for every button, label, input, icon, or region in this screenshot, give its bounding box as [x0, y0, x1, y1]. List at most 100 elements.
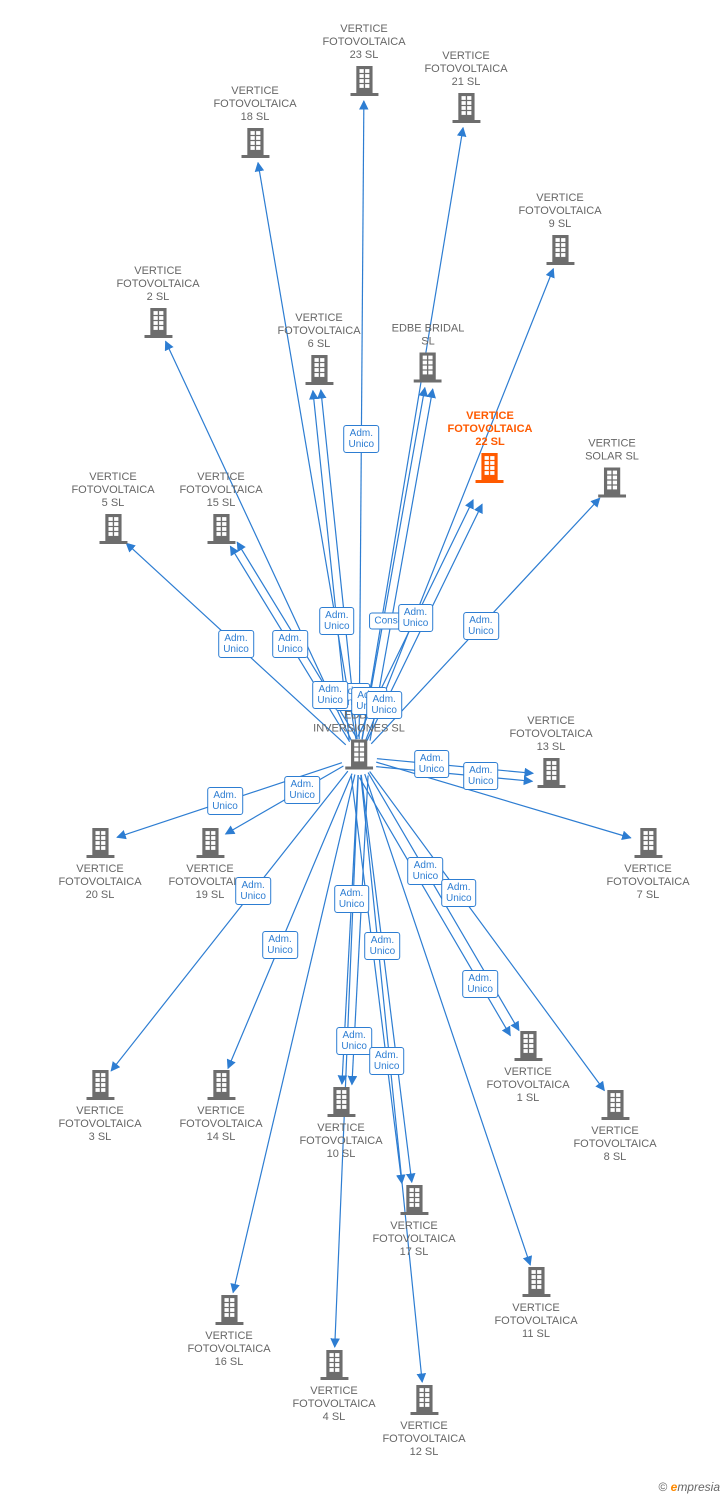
node-label: VERTICEFOTOVOLTAICA15 SL [179, 471, 262, 510]
edge-label: Adm.Unico [284, 776, 320, 804]
edge-label: Adm.Unico [441, 879, 477, 907]
edge [371, 498, 599, 744]
edge [226, 766, 344, 834]
edge-label: Adm.Unico [369, 1047, 405, 1075]
building-icon [392, 351, 465, 388]
node-label: VERTICEFOTOVOLTAICA12 SL [382, 1420, 465, 1459]
edge [367, 504, 482, 741]
edge [362, 388, 425, 740]
node-label: VERTICEFOTOVOLTAICA10 SL [299, 1122, 382, 1161]
building-icon [71, 512, 154, 549]
edge-label: Consej. [369, 613, 413, 630]
edge [230, 546, 349, 741]
node-n21: VERTICEFOTOVOLTAICA21 SL [424, 50, 507, 128]
building-icon [494, 1265, 577, 1302]
copyright-symbol: © [658, 1480, 670, 1494]
building-icon [179, 1068, 262, 1105]
edge [352, 775, 368, 1084]
node-n5: VERTICEFOTOVOLTAICA5 SL [71, 471, 154, 549]
building-icon [322, 64, 405, 101]
edge [377, 759, 533, 774]
node-label: VERTICEFOTOVOLTAICA4 SL [292, 1385, 375, 1424]
node-n2: VERTICEFOTOVOLTAICA2 SL [116, 265, 199, 343]
node-n3: VERTICEFOTOVOLTAICA3 SL [58, 1068, 141, 1146]
node-n14: VERTICEFOTOVOLTAICA14 SL [179, 1068, 262, 1146]
node-label: VERTICEFOTOVOLTAICA1 SL [486, 1066, 569, 1105]
node-label: VERTICEFOTOVOLTAICA20 SL [58, 863, 141, 902]
edge [370, 771, 605, 1090]
node-label: VERTICEFOTOVOLTAICA18 SL [213, 85, 296, 124]
node-n15: VERTICEFOTOVOLTAICA15 SL [179, 471, 262, 549]
edge-label: Adm.Unico [336, 1027, 372, 1055]
node-label: VERTICEFOTOVOLTAICA8 SL [573, 1125, 656, 1164]
edge [351, 776, 402, 1183]
edge [258, 163, 356, 740]
node-n1: VERTICEFOTOVOLTAICA1 SL [486, 1029, 569, 1107]
node-label: VERTICEFOTOVOLTAICA2 SL [116, 265, 199, 304]
building-icon [448, 451, 533, 488]
building-icon [313, 738, 405, 775]
diagram-canvas: EDBEINVERSIONES SL VERTICEFOTOVOLTAICA23 … [0, 0, 728, 1500]
edge-label: Adm.Unico [335, 683, 371, 711]
edge [321, 390, 357, 739]
node-n7: VERTICEFOTOVOLTAICA7 SL [606, 826, 689, 904]
edge [376, 767, 532, 782]
node-label: VERTICEFOTOVOLTAICA22 SL [448, 410, 533, 449]
edge-label: Adm.Unico [334, 885, 370, 913]
edge [166, 341, 352, 740]
edge [117, 763, 342, 838]
edge [362, 128, 463, 739]
node-label: VERTICEFOTOVOLTAICA11 SL [494, 1302, 577, 1341]
edge-label: Adm.Unico [463, 612, 499, 640]
edge [111, 771, 348, 1071]
edge [359, 778, 510, 1036]
node-n4: VERTICEFOTOVOLTAICA4 SL [292, 1348, 375, 1426]
edge-label: Adm.Unico [218, 630, 254, 658]
building-icon [277, 353, 360, 390]
node-n17: VERTICEFOTOVOLTAICA17 SL [372, 1183, 455, 1261]
node-label: VERTICEFOTOVOLTAICA19 SL [168, 863, 251, 902]
node-n23: VERTICEFOTOVOLTAICA23 SL [322, 23, 405, 101]
edge [335, 775, 359, 1347]
building-icon [573, 1088, 656, 1125]
node-solar: VERTICESOLAR SL [585, 438, 639, 503]
edge [370, 389, 433, 741]
edges-layer [0, 0, 728, 1500]
node-n19: VERTICEFOTOVOLTAICA19 SL [168, 826, 251, 904]
edge [366, 269, 554, 741]
building-icon [299, 1085, 382, 1122]
edge [233, 775, 355, 1293]
building-icon [58, 1068, 141, 1105]
node-center: EDBEINVERSIONES SL [313, 710, 405, 775]
building-icon [187, 1293, 270, 1330]
node-n22: VERTICEFOTOVOLTAICA22 SL [448, 410, 533, 488]
edge [368, 773, 519, 1031]
node-label: VERTICEFOTOVOLTAICA16 SL [187, 1330, 270, 1369]
node-label: VERTICEFOTOVOLTAICA17 SL [372, 1220, 455, 1259]
node-n11: VERTICEFOTOVOLTAICA11 SL [494, 1265, 577, 1343]
edge [342, 775, 358, 1084]
building-icon [292, 1348, 375, 1385]
edge [376, 762, 630, 838]
footer-credit: © empresia [658, 1480, 720, 1494]
building-icon [518, 233, 601, 270]
edge-label: Adm.Unico [351, 687, 387, 715]
building-icon [168, 826, 251, 863]
edge-label: Adm.Unico [408, 857, 444, 885]
building-icon [179, 512, 262, 549]
node-label: VERTICEFOTOVOLTAICA21 SL [424, 50, 507, 89]
brand: empresia [671, 1480, 720, 1494]
node-n9: VERTICEFOTOVOLTAICA9 SL [518, 192, 601, 270]
node-label: EDBE BRIDALSL [392, 323, 465, 349]
edge-label: Adm.Unico [319, 607, 355, 635]
node-label: VERTICEFOTOVOLTAICA3 SL [58, 1105, 141, 1144]
edge [361, 775, 422, 1382]
building-icon [585, 466, 639, 503]
node-label: VERTICEFOTOVOLTAICA6 SL [277, 312, 360, 351]
edge-label: Adm.Unico [414, 750, 450, 778]
building-icon [372, 1183, 455, 1220]
building-icon [424, 91, 507, 128]
building-icon [58, 826, 141, 863]
building-icon [509, 756, 592, 793]
edge-label: Adm.Unico [235, 877, 271, 905]
